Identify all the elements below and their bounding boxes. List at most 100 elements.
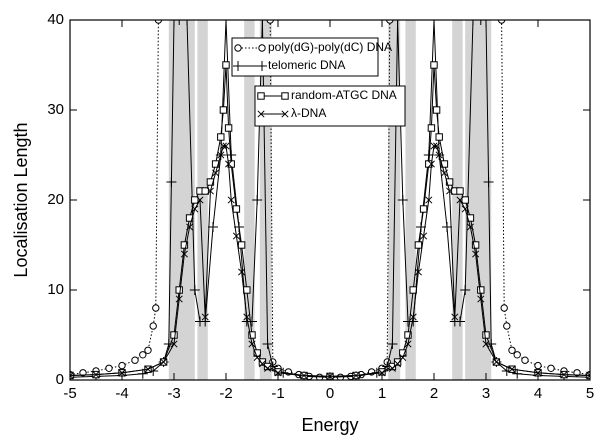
x-tick-label: -5 — [63, 385, 76, 402]
marker — [212, 169, 220, 177]
marker — [118, 361, 126, 370]
marker — [233, 61, 243, 71]
marker — [211, 160, 220, 168]
marker — [492, 358, 500, 366]
marker — [399, 353, 407, 362]
x-tick-label: -2 — [219, 385, 232, 402]
marker — [352, 371, 360, 380]
marker — [191, 205, 199, 213]
marker — [430, 142, 438, 150]
marker — [257, 110, 265, 118]
x-tick-label: -4 — [115, 385, 128, 402]
marker — [477, 286, 485, 294]
marker — [252, 195, 263, 205]
marker — [166, 177, 177, 187]
x-tick-label: 5 — [586, 385, 594, 402]
marker — [420, 232, 428, 240]
marker — [174, 20, 185, 25]
marker — [414, 268, 422, 276]
y-tick-label: 10 — [47, 281, 64, 298]
marker — [442, 222, 452, 232]
marker — [393, 358, 402, 366]
x-tick-label: 0 — [326, 385, 334, 402]
marker — [180, 250, 188, 258]
marker — [200, 316, 211, 327]
marker — [232, 232, 240, 240]
marker — [160, 358, 168, 366]
marker — [471, 241, 480, 249]
marker — [456, 187, 464, 195]
marker — [264, 364, 272, 372]
marker — [456, 196, 464, 204]
marker — [281, 110, 289, 118]
marker — [397, 195, 408, 205]
marker — [206, 178, 215, 186]
marker — [154, 20, 163, 24]
marker — [482, 340, 490, 348]
y-axis-label: Localisation Length — [11, 122, 31, 277]
marker — [243, 286, 251, 294]
marker — [253, 353, 261, 362]
marker — [201, 187, 209, 195]
marker — [225, 160, 233, 168]
x-axis-label: Energy — [301, 415, 358, 435]
marker — [419, 205, 428, 213]
marker — [175, 286, 183, 294]
marker — [573, 369, 581, 377]
y-tick-label: 40 — [47, 11, 64, 28]
marker — [427, 124, 436, 132]
x-tick-label: 1 — [378, 385, 386, 402]
marker — [266, 20, 274, 24]
legend-box — [231, 37, 379, 77]
x-tick-label: 2 — [430, 385, 438, 402]
marker — [144, 365, 152, 373]
marker — [191, 196, 199, 204]
legend-label: random-ATGC DNA — [291, 88, 397, 102]
marker — [440, 169, 448, 177]
marker — [472, 250, 480, 258]
marker — [257, 61, 267, 71]
marker — [409, 286, 417, 294]
marker — [237, 241, 246, 249]
marker — [258, 44, 266, 52]
marker — [445, 178, 454, 186]
marker — [300, 371, 308, 380]
marker — [248, 331, 256, 339]
marker — [392, 20, 403, 25]
marker — [435, 151, 443, 159]
marker — [206, 187, 214, 195]
marker — [149, 322, 157, 330]
legend-label: poly(dG)-poly(dC) DNA — [268, 40, 392, 54]
marker — [432, 106, 441, 114]
marker — [152, 304, 160, 312]
marker — [247, 316, 257, 327]
marker — [466, 223, 474, 231]
marker — [440, 160, 449, 168]
marker — [414, 241, 423, 249]
marker — [238, 268, 246, 276]
marker — [234, 44, 242, 52]
y-tick-label: 0 — [56, 371, 64, 388]
marker — [534, 361, 542, 370]
marker — [508, 365, 516, 373]
marker — [92, 371, 100, 379]
x-tick-label: 3 — [482, 385, 490, 402]
shaded-region — [244, 20, 255, 380]
marker — [257, 20, 268, 25]
marker — [274, 369, 282, 377]
marker — [409, 313, 417, 321]
marker — [435, 133, 443, 141]
marker — [262, 339, 273, 349]
marker — [185, 214, 194, 222]
axes: -5 -4 -3 -2 -1 0 1 2 3 4 5 0 10 20 30 40 — [47, 11, 594, 402]
marker — [208, 222, 218, 232]
shaded-region — [452, 20, 463, 380]
marker — [70, 371, 74, 380]
marker — [466, 214, 475, 222]
marker — [175, 295, 183, 303]
marker — [404, 331, 412, 339]
marker — [222, 142, 230, 150]
marker — [180, 241, 189, 249]
y-tick-label: 30 — [47, 101, 64, 118]
